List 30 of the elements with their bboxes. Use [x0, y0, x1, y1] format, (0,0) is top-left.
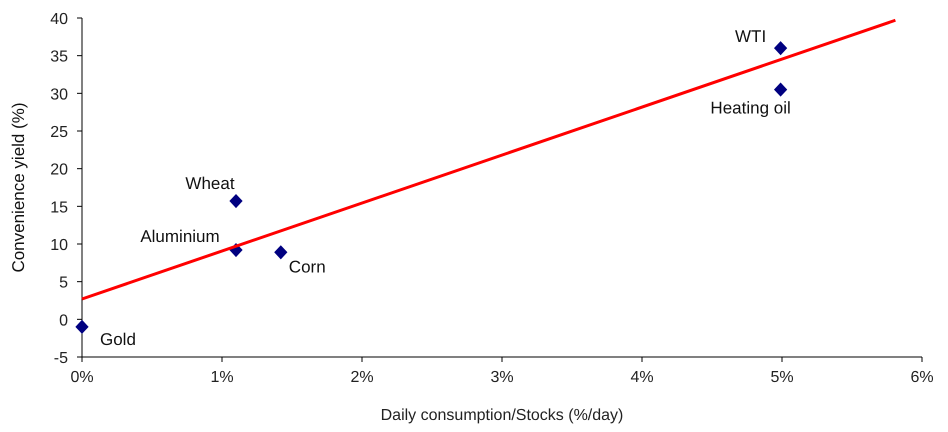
point — [229, 194, 243, 208]
x-axis-title: Daily consumption/Stocks (%/day) — [380, 407, 624, 424]
y-tick-label: -5 — [54, 350, 68, 367]
x-tick-label: 3% — [490, 369, 514, 386]
point — [75, 320, 89, 334]
x-tick-label: 5% — [770, 369, 794, 386]
x-tick-label: 4% — [630, 369, 654, 386]
annotation: Gold — [100, 330, 136, 349]
y-tick-label: 20 — [50, 162, 68, 179]
annotation: Corn — [288, 257, 326, 276]
annotation: Wheat — [185, 174, 235, 194]
x-tick-label: 6% — [910, 369, 934, 386]
y-tick-label: 30 — [50, 86, 68, 104]
y-tick-label: 15 — [50, 199, 68, 216]
point — [774, 82, 788, 97]
annotation: Heating oil — [710, 98, 791, 118]
y-tick-label: 10 — [50, 237, 68, 254]
y-tick-label: 40 — [50, 11, 68, 28]
annotation: WTI — [735, 27, 766, 46]
y-tick-label: 0 — [59, 312, 68, 330]
x-tick-label: 0% — [70, 369, 94, 386]
annotation: Aluminium — [140, 227, 220, 246]
x-tick-label: 1% — [210, 369, 234, 386]
y-tick-label: 5 — [59, 274, 68, 292]
y-axis-title: Convenience yield (%) — [9, 102, 28, 273]
x-tick-label: 2% — [350, 369, 374, 386]
point — [774, 41, 788, 56]
point — [274, 245, 288, 260]
y-tick-label: 25 — [50, 124, 68, 141]
y-tick-label: 35 — [50, 48, 68, 66]
